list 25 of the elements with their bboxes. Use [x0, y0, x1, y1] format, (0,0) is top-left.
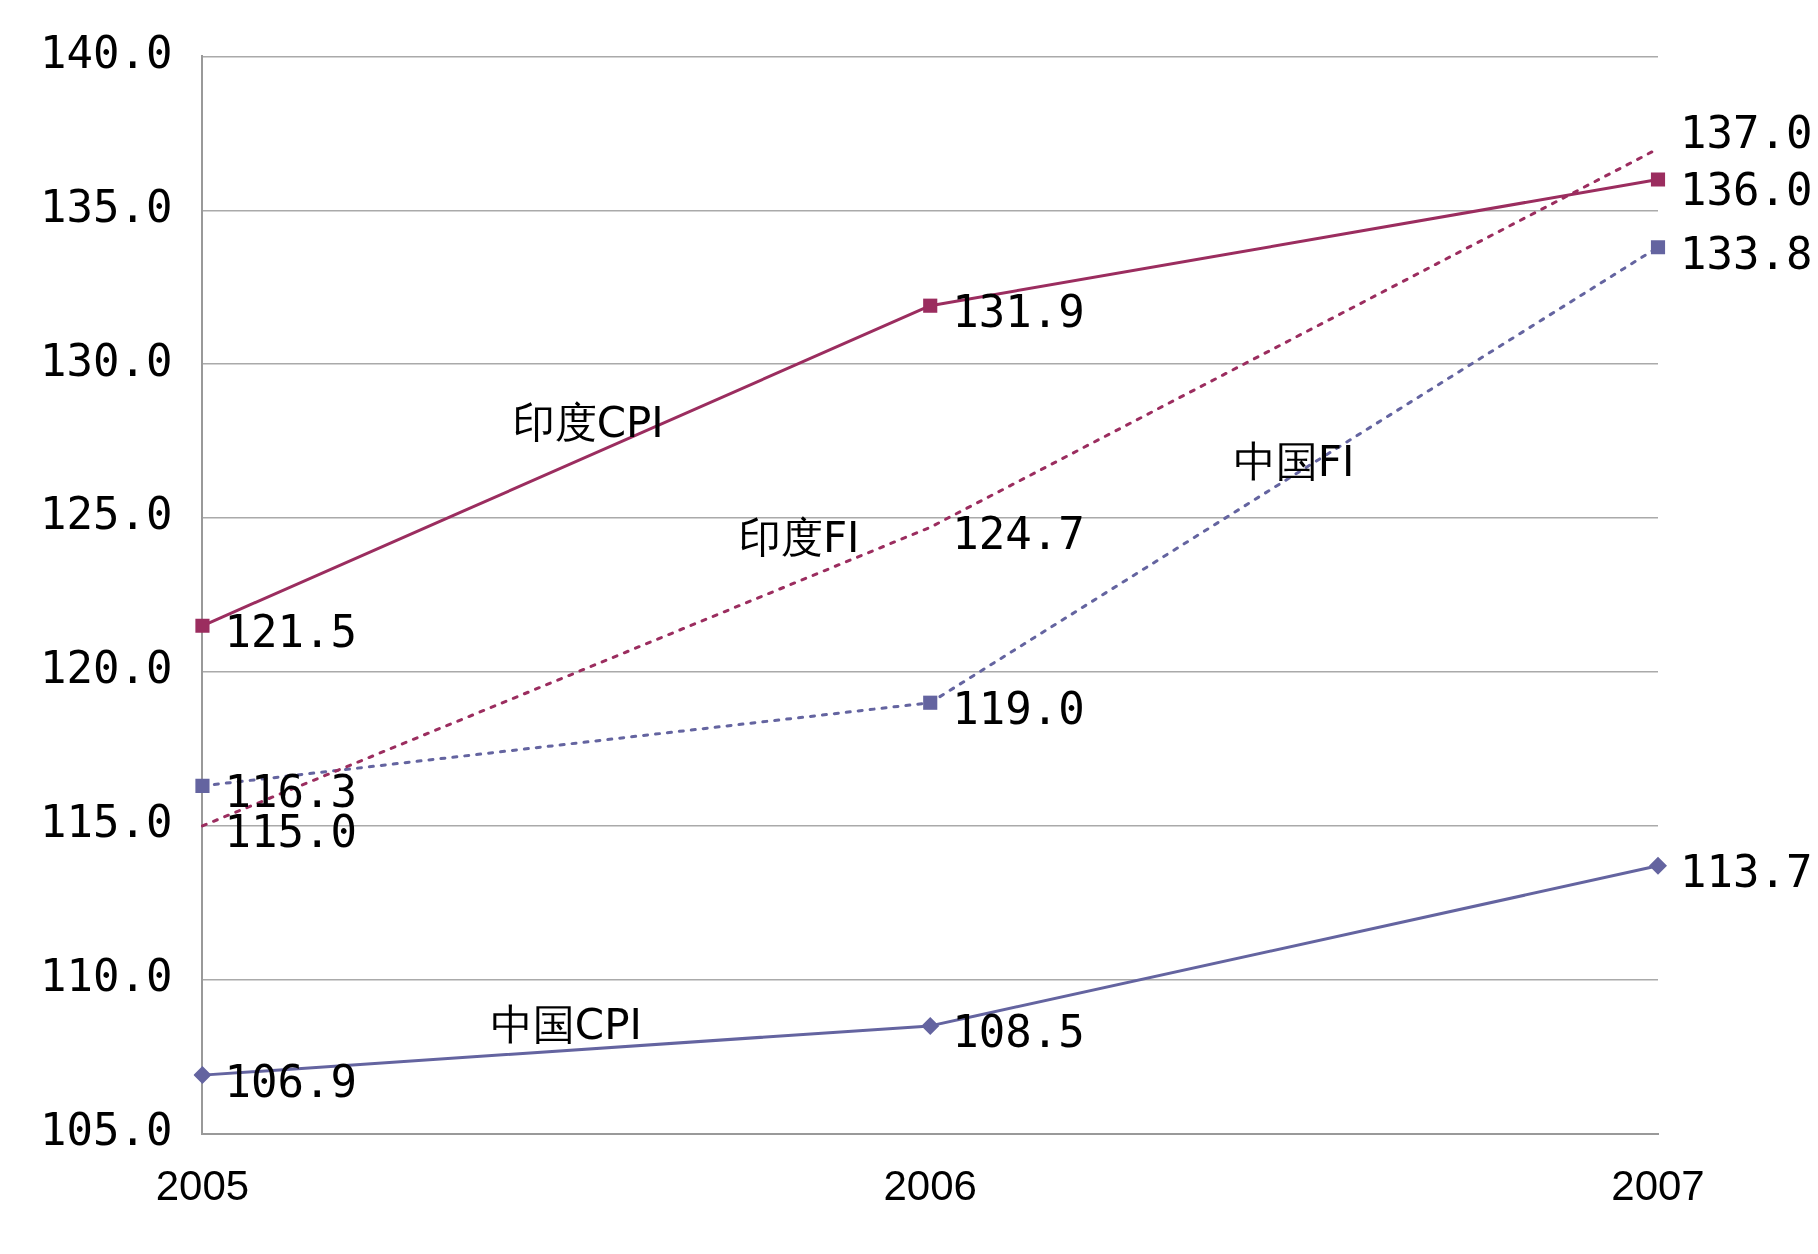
- y-tick-label: 130.0: [40, 334, 173, 386]
- y-tick-label: 105.0: [40, 1104, 173, 1156]
- y-tick-label: 120.0: [40, 642, 173, 694]
- x-tick-label: 2005: [155, 1162, 250, 1210]
- y-tick-label: 115.0: [40, 796, 173, 848]
- y-tick-label: 125.0: [40, 488, 173, 540]
- data-label: 121.5: [224, 606, 357, 658]
- data-label: 133.8: [1680, 227, 1813, 279]
- y-tick-label: 135.0: [40, 180, 173, 232]
- data-label: 131.9: [952, 286, 1085, 338]
- series-label: 中国CPI: [490, 1000, 642, 1050]
- data-label: 124.7: [952, 507, 1085, 559]
- data-label: 113.7: [1680, 846, 1813, 898]
- data-label: 119.0: [952, 683, 1085, 735]
- x-tick-label: 2007: [1611, 1162, 1705, 1210]
- y-tick-label: 140.0: [40, 26, 173, 78]
- series-label: 印度CPI: [512, 398, 664, 448]
- series-label: 中国FI: [1233, 436, 1355, 486]
- data-label: 108.5: [952, 1006, 1085, 1058]
- x-tick-label: 2006: [883, 1162, 977, 1210]
- data-label: 106.9: [224, 1055, 357, 1107]
- y-tick-label: 110.0: [40, 950, 173, 1002]
- series-label: 印度FI: [738, 512, 860, 562]
- data-label: 137.0: [1680, 107, 1813, 159]
- data-label: 136.0: [1680, 163, 1813, 215]
